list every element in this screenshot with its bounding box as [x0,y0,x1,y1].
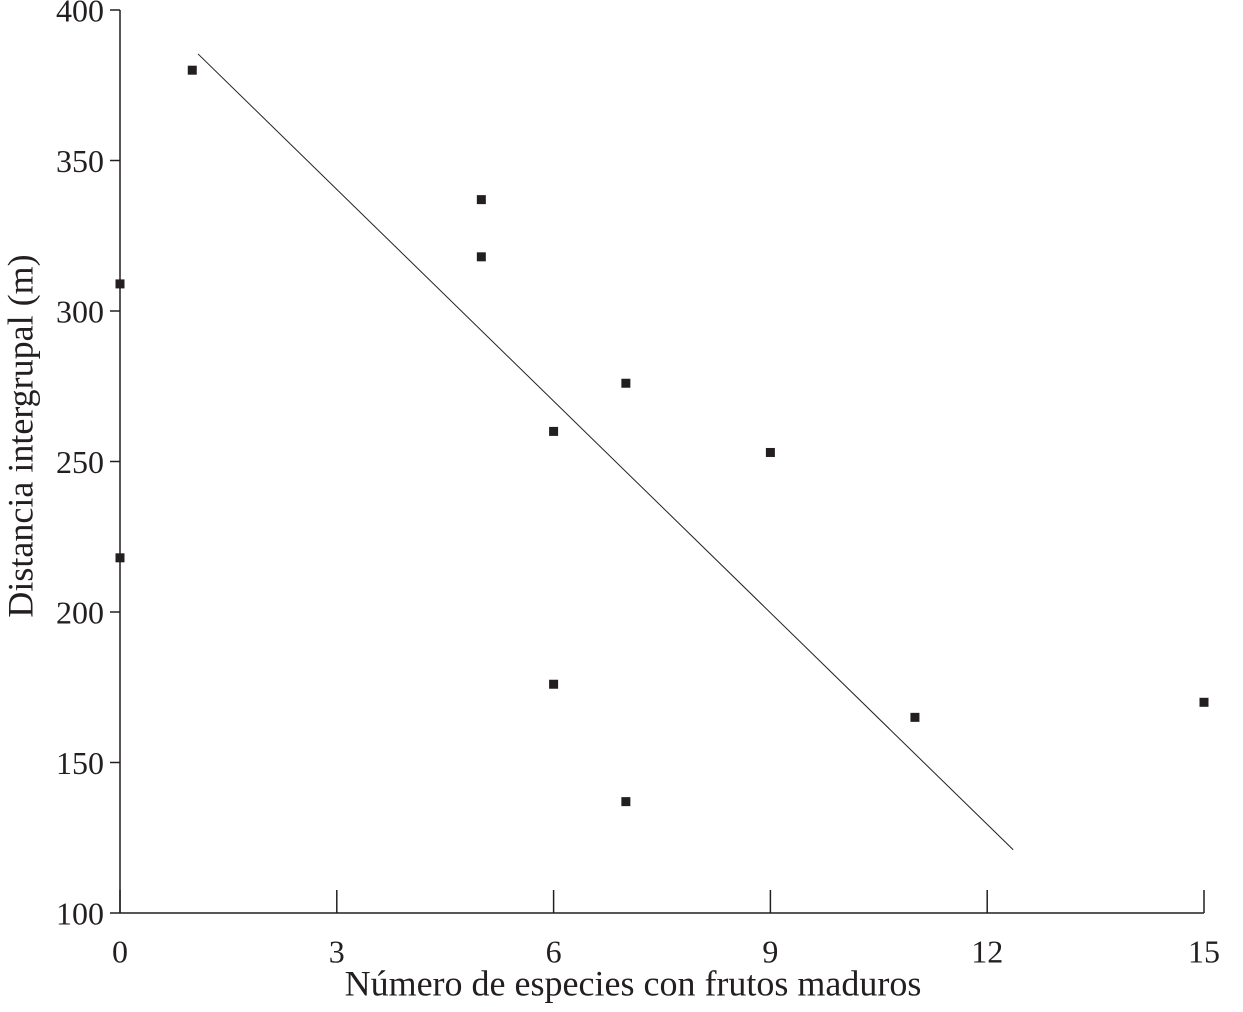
point [621,797,631,807]
x-tick-label: 9 [762,933,778,969]
point [476,252,486,262]
point [115,553,125,563]
x-axis-label: Número de especies con frutos maduros [345,963,922,1003]
point [549,679,559,689]
point [476,195,486,205]
y-tick-label: 200 [56,594,104,630]
trend-line [197,53,1014,851]
y-tick-label: 300 [56,293,104,329]
y-axis-label: Distancia intergrupal (m) [0,254,40,617]
point [1199,697,1209,707]
point [621,378,631,388]
y-tick-label: 150 [56,745,104,781]
x-tick-label: 3 [329,933,345,969]
x-tick-label: 15 [1188,933,1220,969]
y-tick-label: 250 [56,444,104,480]
y-tick-label: 100 [56,895,104,931]
point [910,712,920,722]
point [115,279,125,289]
point [549,426,559,436]
point [187,65,197,75]
y-tick-label: 350 [56,143,104,179]
x-tick-label: 6 [546,933,562,969]
point [765,447,775,457]
y-tick-label: 400 [56,0,104,28]
x-tick-label: 12 [971,933,1003,969]
x-tick-label: 0 [112,933,128,969]
